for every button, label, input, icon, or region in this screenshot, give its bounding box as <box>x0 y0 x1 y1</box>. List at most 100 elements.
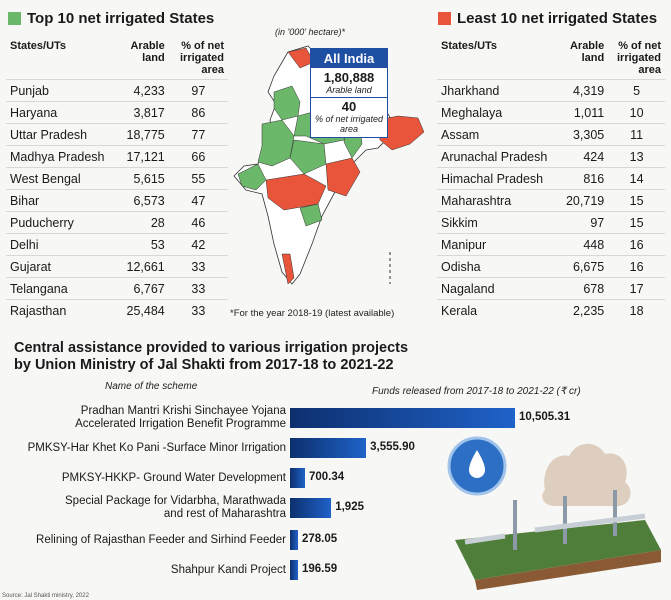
pct-irrigated: 5 <box>608 79 665 102</box>
arable-land: 1,011 <box>552 101 609 124</box>
table-row: Bihar 6,573 47 <box>6 189 228 212</box>
arable-land: 6,675 <box>552 255 609 278</box>
pct-irrigated: 97 <box>168 79 228 102</box>
map-maharashtra <box>265 173 327 211</box>
table-row: Arunachal Pradesh 424 13 <box>437 145 665 168</box>
arable-land: 25,484 <box>112 299 169 321</box>
least10-header: Least 10 net irrigated States <box>438 10 657 27</box>
arable-land: 424 <box>552 145 609 168</box>
pct-irrigated: 55 <box>168 167 228 190</box>
map-footnote: *For the year 2018-19 (latest available) <box>230 308 395 319</box>
table-row: Meghalaya 1,011 10 <box>437 101 665 124</box>
pct-irrigated: 86 <box>168 101 228 124</box>
map-kerala <box>281 253 295 285</box>
bar-value-label: 10,505.31 <box>519 411 571 423</box>
chart-title: Central assistance provided to various i… <box>14 340 409 373</box>
state-name: Uttar Pradesh <box>6 123 113 146</box>
state-name: Sikkim <box>437 211 553 234</box>
least10-col-pct: % of net irrigated area <box>616 40 661 76</box>
bar-category-label-line: Special Package for Vidarbha, Marathwada <box>65 495 286 507</box>
table-row: Uttar Pradesh 18,775 77 <box>6 123 228 146</box>
arable-land: 12,661 <box>112 255 169 278</box>
pct-irrigated: 14 <box>608 167 665 190</box>
table-row: Madhya Pradesh 17,121 66 <box>6 145 228 168</box>
all-india-arable-value: 1,80,888 <box>323 70 375 85</box>
pct-irrigated: 13 <box>608 145 665 168</box>
bar-category-label-line: Relining of Rajasthan Feeder and Sirhind… <box>36 533 286 546</box>
table-row: Telangana 6,767 33 <box>6 277 228 300</box>
pct-irrigated: 42 <box>168 233 228 256</box>
irrigation-illustration <box>447 436 661 590</box>
bar-value-label: 700.34 <box>308 471 345 483</box>
table-row: Maharashtra 20,719 15 <box>437 189 665 212</box>
bar-category-label-line: PMKSY-Har Khet Ko Pani -Surface Minor Ir… <box>27 441 286 454</box>
bar-value-label: 196.59 <box>302 563 338 575</box>
table-row: Jharkhand 4,319 5 <box>437 79 665 102</box>
table-row: Puducherry 28 46 <box>6 211 228 234</box>
arable-land: 678 <box>552 277 609 300</box>
table-row: Kerala 2,235 18 <box>437 299 665 321</box>
arable-land: 17,121 <box>112 145 169 168</box>
pct-irrigated: 17 <box>608 277 665 300</box>
top10-legend-swatch <box>8 12 21 25</box>
bar-value-label: 278.05 <box>302 533 338 545</box>
bar-category-label: Shahpur Kandi Project <box>0 564 286 577</box>
bar-category-label: Relining of Rajasthan Feeder and Sirhind… <box>0 534 286 547</box>
table-row: Rajasthan 25,484 33 <box>6 299 228 321</box>
state-name: Jharkhand <box>437 79 553 102</box>
state-name: Delhi <box>6 233 113 256</box>
least10-body: Jharkhand 4,319 5 Meghalaya 1,011 10 Assam 3,30… <box>437 79 665 321</box>
all-india-box: All India 1,80,888 Arable land 40 % of n… <box>310 48 388 138</box>
bar-category-label-line: and rest of Maharashtra <box>163 508 286 520</box>
arable-land: 2,235 <box>552 299 609 321</box>
pct-irrigated: 11 <box>608 123 665 146</box>
bar-category-label-line: PMKSY-HKKP- Ground Water Development <box>61 471 286 484</box>
bar <box>290 468 305 488</box>
arable-land: 18,775 <box>112 123 169 146</box>
arable-land: 53 <box>112 233 169 256</box>
state-name: Gujarat <box>6 255 113 278</box>
pct-irrigated: 18 <box>608 299 665 321</box>
arable-land: 3,817 <box>112 101 169 124</box>
all-india-arable-label: Arable land <box>311 85 387 98</box>
state-name: Assam <box>437 123 553 146</box>
arable-land: 4,233 <box>112 79 169 102</box>
india-map <box>233 45 425 285</box>
state-name: Manipur <box>437 233 553 256</box>
all-india-pct-value: 40 <box>341 99 357 114</box>
map-telangana <box>299 203 323 227</box>
arable-land: 6,573 <box>112 189 169 212</box>
map-unit-note: (in '000' hectare)* <box>275 27 345 37</box>
chart-xlabel: Funds released from 2017-18 to 2021-22 (… <box>372 386 581 397</box>
table-row: Odisha 6,675 16 <box>437 255 665 278</box>
bar <box>290 498 332 518</box>
bar <box>290 408 515 428</box>
pct-irrigated: 46 <box>168 211 228 234</box>
state-name: Himachal Pradesh <box>437 167 553 190</box>
map-northeast <box>377 115 425 151</box>
arable-land: 97 <box>552 211 609 234</box>
arable-land: 5,615 <box>112 167 169 190</box>
state-name: Meghalaya <box>437 101 553 124</box>
top10-body: Punjab 4,233 97 Haryana 3,817 86 Uttar Pradesh… <box>6 79 228 321</box>
state-name: Telangana <box>6 277 113 300</box>
table-row: Punjab 4,233 97 <box>6 79 228 102</box>
map-rajasthan <box>257 119 295 167</box>
state-name: Madhya Pradesh <box>6 145 113 168</box>
bar-category-label: PMKSY-Har Khet Ko Pani -Surface Minor Ir… <box>0 442 286 455</box>
top10-title: Top 10 net irrigated States <box>27 10 215 27</box>
state-name: Arunachal Pradesh <box>437 145 553 168</box>
state-name: Bihar <box>6 189 113 212</box>
table-row: Haryana 3,817 86 <box>6 101 228 124</box>
bar-category-label: PMKSY-HKKP- Ground Water Development <box>0 472 286 485</box>
table-row: Himachal Pradesh 816 14 <box>437 167 665 190</box>
top10-col-state: States/UTs <box>10 40 67 52</box>
table-row: Manipur 448 16 <box>437 233 665 256</box>
pct-irrigated: 66 <box>168 145 228 168</box>
pct-irrigated: 16 <box>608 233 665 256</box>
top10-header: Top 10 net irrigated States <box>8 10 214 27</box>
arable-land: 20,719 <box>552 189 609 212</box>
pct-irrigated: 33 <box>168 277 228 300</box>
pct-irrigated: 47 <box>168 189 228 212</box>
state-name: Odisha <box>437 255 553 278</box>
